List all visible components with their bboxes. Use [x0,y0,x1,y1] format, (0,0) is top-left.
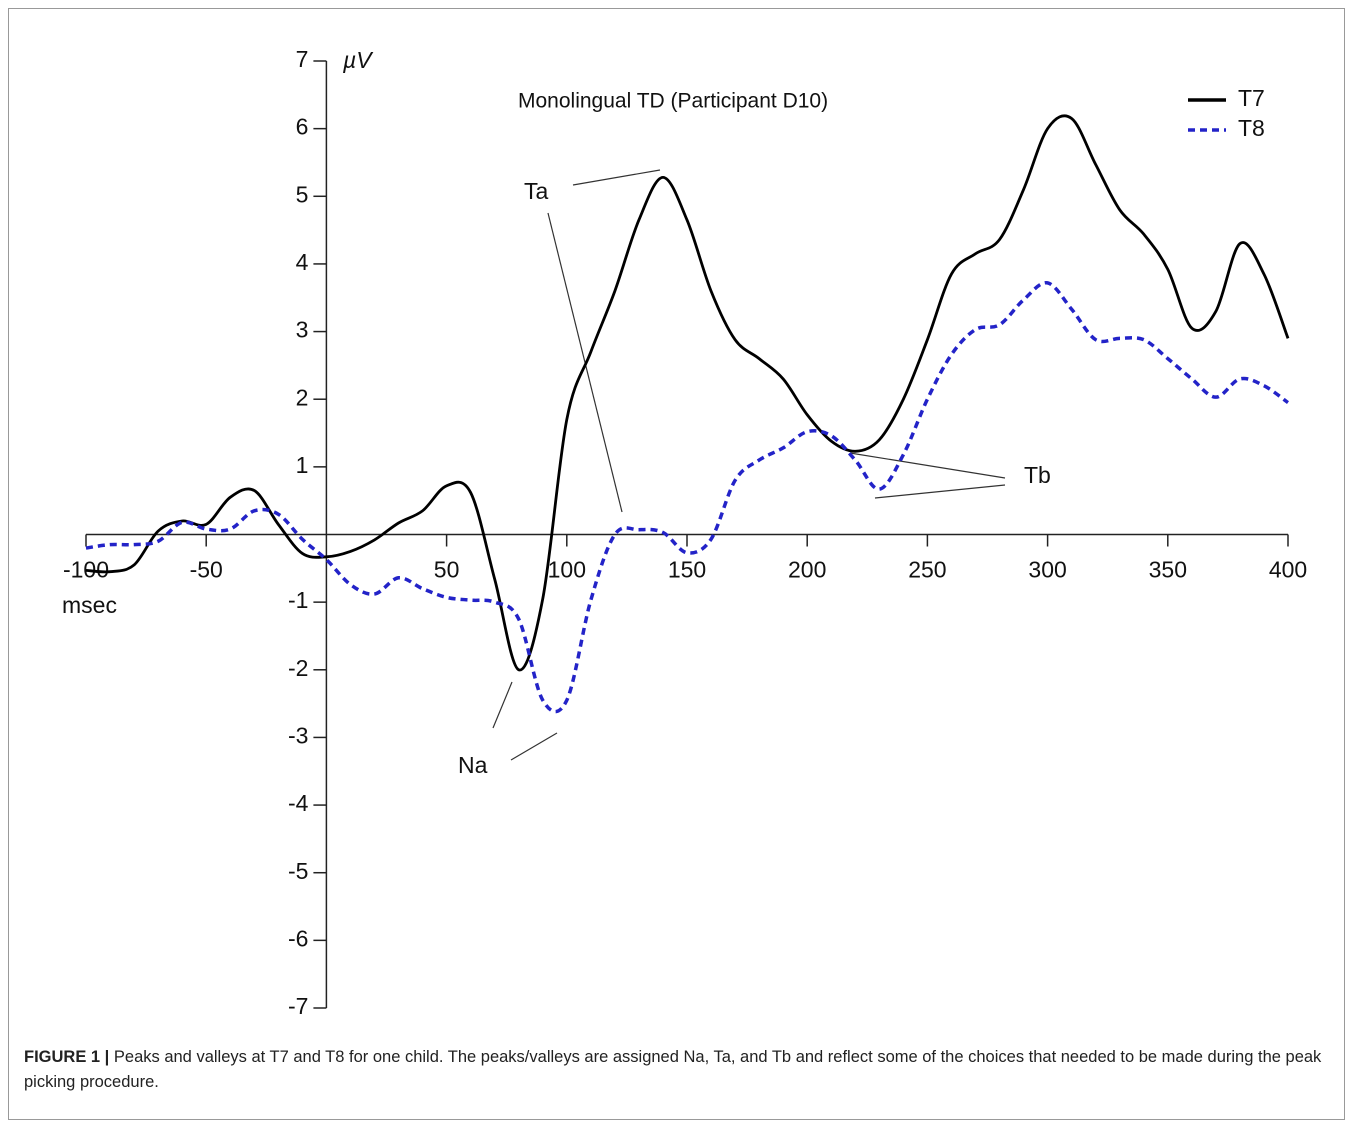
annotation: Tb [1024,462,1051,488]
caption-label: FIGURE 1 | [24,1048,110,1066]
y-tick-label: 4 [296,249,309,275]
x-tick-label: 50 [434,557,460,583]
caption-text: Peaks and valleys at T7 and T8 for one c… [24,1048,1322,1091]
annotation-line [492,681,513,729]
annotation-line [510,732,558,761]
line-series [85,281,1290,714]
chart: Monolingual TD (Participant D10) µV msec… [62,46,1307,1019]
annotation-line [572,169,661,186]
x-tick-label: -100 [63,557,109,583]
x-tick-label: 400 [1269,557,1307,583]
x-tick-label: 100 [548,557,586,583]
caption: FIGURE 1 | Peaks and valleys at T7 and T… [24,1045,1334,1095]
annotation: Na [458,752,488,778]
x-axis-label: msec [62,592,117,618]
y-tick-label: -7 [288,993,308,1019]
line-series [85,114,1290,672]
annotation-line [849,452,1006,479]
x-tick-label: 250 [908,557,946,583]
y-tick-label: -4 [288,790,309,816]
y-tick-label: 3 [296,317,309,343]
y-tick-label: 1 [296,452,309,478]
y-tick-label: -2 [288,655,308,681]
y-tick-label: 2 [296,384,309,410]
y-tick-label: 6 [296,114,309,140]
y-tick-label: -6 [288,925,308,951]
legend-label: T8 [1238,115,1265,141]
x-tick-label: 150 [668,557,706,583]
annotation: Ta [524,178,549,204]
y-tick-label: -5 [288,858,308,884]
x-tick-label: 200 [788,557,826,583]
y-tick-label: 7 [296,46,309,72]
figure-frame [8,8,1345,1120]
y-axis-label: µV [342,47,374,73]
legend-label: T7 [1238,85,1265,111]
y-tick-label: -3 [288,723,308,749]
y-tick-label: 5 [296,181,309,207]
chart-title: Monolingual TD (Participant D10) [518,90,828,113]
x-tick-label: 350 [1149,557,1187,583]
annotation-line [874,484,1006,499]
x-tick-label: 300 [1028,557,1066,583]
annotation-lines [492,169,1006,761]
x-tick-label: -50 [190,557,223,583]
y-tick-label: -1 [288,587,308,613]
